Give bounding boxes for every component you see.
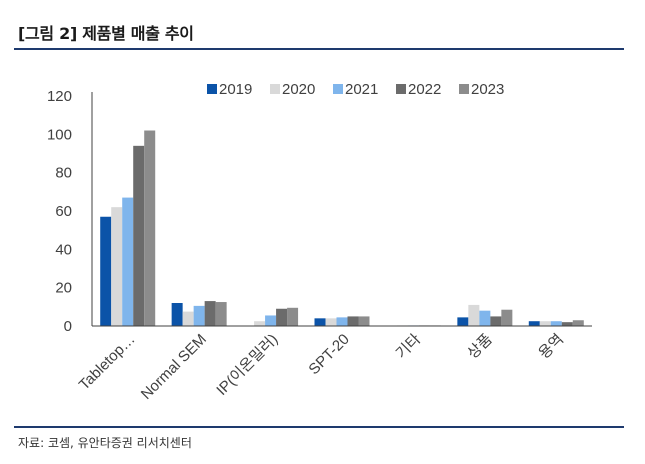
legend-label-2023: 2023 (471, 81, 504, 98)
legend: 2019 2020 2021 2022 2023 (207, 81, 504, 98)
bar-2023-1 (215, 302, 227, 326)
bar-2022-3 (347, 316, 359, 326)
legend-label-2022: 2022 (408, 81, 441, 98)
bar-2020-3 (325, 318, 337, 326)
axes (91, 92, 592, 327)
source-note: 자료: 코셈, 유안타증권 리서치센터 (18, 436, 192, 450)
bar-2020-1 (182, 311, 194, 326)
bar-2019-3 (314, 318, 326, 326)
bar-2021-5 (479, 310, 491, 326)
y-tick-label: 100 (47, 126, 72, 143)
bottom-rule (14, 426, 624, 428)
bar-2021-2 (265, 315, 277, 326)
bar-2020-0 (111, 207, 123, 326)
bar-2023-3 (358, 316, 370, 326)
y-tick-label: 40 (55, 241, 72, 258)
legend-label-2019: 2019 (219, 81, 252, 98)
legend-label-2021: 2021 (345, 81, 378, 98)
bar-2021-6 (550, 321, 562, 326)
bar-2019-1 (171, 303, 183, 326)
legend-swatch-2019 (207, 84, 217, 94)
bar-2023-6 (572, 320, 584, 326)
legend-swatch-2022 (396, 84, 406, 94)
bar-2019-6 (528, 321, 540, 326)
bar-2020-5 (468, 304, 480, 326)
bar-2022-6 (561, 322, 573, 326)
x-tick-label: IP(이온밀러) (213, 331, 281, 399)
y-tick-label: 120 (47, 88, 72, 105)
legend-label-2020: 2020 (282, 81, 315, 98)
x-tick-label: 기타 (393, 331, 425, 363)
bar-series-group (100, 130, 584, 326)
bar-2021-3 (336, 317, 348, 326)
bar-2021-0 (122, 197, 134, 326)
figure-title: [그림 2] 제품별 매출 추이 (18, 24, 194, 43)
legend-swatch-2023 (459, 84, 469, 94)
top-rule (14, 48, 624, 50)
bar-2023-5 (501, 309, 513, 326)
bar-2021-1 (193, 305, 205, 326)
legend-swatch-2021 (333, 84, 343, 94)
y-tick-label: 20 (55, 280, 72, 297)
y-axis-ticks: 0 20 40 60 80 100 120 (47, 88, 72, 335)
bar-2019-0 (100, 216, 112, 326)
x-tick-label: Normal SEM (138, 331, 210, 403)
x-tick-label: Tabletop… (76, 331, 139, 394)
bar-2022-5 (490, 316, 502, 326)
bar-2020-2 (254, 321, 266, 326)
bar-2022-1 (204, 301, 216, 326)
bar-2022-2 (276, 308, 288, 326)
legend-swatch-2020 (270, 84, 280, 94)
y-tick-label: 0 (64, 318, 72, 335)
x-axis-labels: Tabletop… Normal SEM IP(이온밀러) SPT-20 기타 상품 용역 (76, 331, 567, 403)
bar-2020-6 (539, 321, 551, 326)
x-tick-label: 상품 (464, 331, 496, 363)
x-tick-label: 용역 (536, 331, 568, 363)
bar-2023-2 (287, 307, 299, 326)
bar-2022-0 (133, 145, 145, 326)
x-tick-label: SPT-20 (305, 331, 352, 378)
bar-2019-5 (457, 317, 469, 326)
bar-2023-0 (144, 130, 156, 326)
y-tick-label: 60 (55, 203, 72, 220)
y-tick-label: 80 (55, 165, 72, 182)
